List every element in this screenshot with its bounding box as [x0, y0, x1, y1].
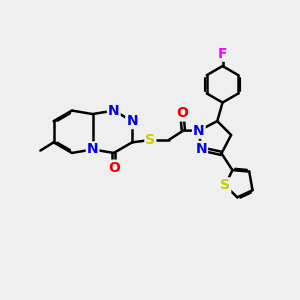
- Text: N: N: [195, 142, 207, 156]
- Text: N: N: [193, 124, 205, 138]
- Text: N: N: [87, 142, 98, 156]
- Text: O: O: [108, 161, 120, 175]
- Text: N: N: [108, 103, 120, 118]
- Text: N: N: [126, 114, 138, 128]
- Text: F: F: [218, 47, 227, 61]
- Text: S: S: [220, 178, 230, 192]
- Text: S: S: [146, 133, 155, 147]
- Text: O: O: [176, 106, 188, 121]
